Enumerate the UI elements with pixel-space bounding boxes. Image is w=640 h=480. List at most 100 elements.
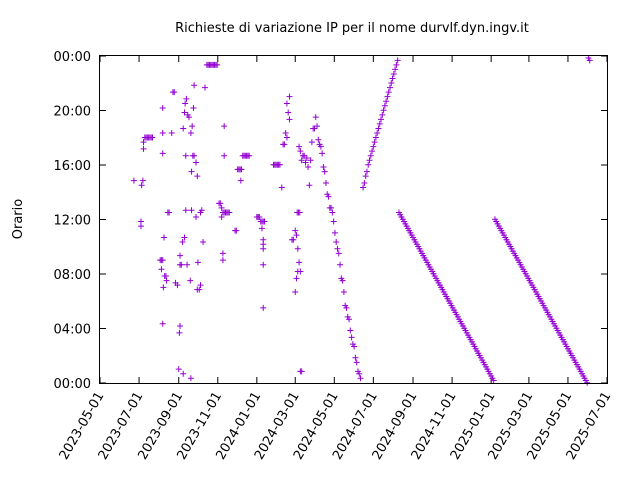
data-point [281,141,288,148]
data-point [383,98,390,105]
data-point [363,168,370,175]
data-point [162,273,169,280]
data-point [233,227,240,234]
data-point [191,82,198,89]
y-tick-label: 12:00 [54,214,91,229]
data-point [328,204,335,211]
data-point [237,177,244,184]
data-point [159,105,166,112]
data-point [278,184,285,191]
data-point [308,139,315,146]
data-point [217,200,224,207]
data-point [238,166,245,173]
data-point [370,143,377,150]
data-point [365,161,372,168]
data-point [168,129,175,136]
data-point [296,209,303,216]
data-point [374,129,381,136]
data-point [286,93,293,100]
data-point [297,148,304,155]
data-point [386,84,393,91]
data-point [388,80,395,87]
data-point [305,164,312,171]
data-point [191,152,198,159]
data-point [159,129,166,136]
data-point [334,245,341,252]
data-point [221,123,228,130]
data-point [166,209,173,216]
data-point [389,75,396,82]
data-point [356,370,363,377]
data-point [158,266,165,273]
data-point [188,207,195,214]
data-point [361,179,368,186]
data-point [348,334,355,341]
data-point [340,288,347,295]
data-point [218,214,225,221]
data-point [261,218,268,225]
data-point [330,218,337,225]
data-point [317,143,324,150]
data-point [298,368,305,375]
data-point [293,275,300,282]
data-point [321,168,328,175]
data-point [188,168,195,175]
y-tick-label: 04:00 [54,323,91,338]
data-point [177,252,184,259]
data-point [319,150,326,157]
data-point [163,277,170,284]
data-point [177,323,184,330]
data-point [159,257,166,264]
data-point [160,284,167,291]
data-point [315,136,322,143]
data-point [290,236,297,243]
data-point [221,152,228,159]
data-point [189,123,196,130]
data-point [182,152,189,159]
data-point [296,259,303,266]
data-point [196,286,203,293]
data-point [200,238,207,245]
data-point [286,116,293,123]
data-marks [130,55,593,386]
data-point [183,95,190,102]
data-point [182,207,189,214]
data-point [333,238,340,245]
data-point [283,100,290,107]
data-point [285,109,292,116]
data-point [306,182,313,189]
data-point [138,182,145,189]
data-point [331,229,338,236]
data-point [190,105,197,112]
data-point [393,61,400,68]
y-axis-label: Orario [11,199,26,240]
data-point [255,214,262,221]
data-point [292,288,299,295]
data-point [307,157,314,164]
data-point [161,234,168,241]
data-point [384,93,391,100]
data-point [201,84,208,91]
data-point [380,107,387,114]
data-point [260,261,267,268]
data-point [584,379,591,386]
data-point [379,111,386,118]
y-tick-label: 08:00 [54,268,91,283]
data-point [381,102,388,109]
data-point [187,129,194,136]
data-point [312,114,319,121]
data-point [337,261,344,268]
data-point [347,327,354,334]
data-point [376,120,383,127]
data-point [139,177,146,184]
data-point [174,282,181,289]
data-point [246,152,253,159]
data-point [343,304,350,311]
axis-ticks: 00:0004:0008:0012:0016:0020:0000:002023-… [54,50,615,462]
data-point [586,57,593,64]
data-point [320,164,327,171]
data-point [194,259,201,266]
y-tick-label: 00:00 [54,50,91,65]
data-point [193,159,200,166]
data-point [325,193,332,200]
